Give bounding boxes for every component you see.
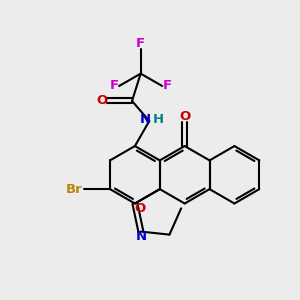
Text: F: F	[163, 80, 172, 92]
Text: O: O	[134, 202, 146, 215]
Text: Br: Br	[66, 183, 82, 196]
Text: N: N	[135, 230, 146, 243]
Text: O: O	[97, 94, 108, 107]
Text: F: F	[136, 37, 145, 50]
Text: N: N	[140, 112, 151, 126]
Text: O: O	[179, 110, 190, 123]
Text: F: F	[110, 80, 119, 92]
Text: H: H	[153, 112, 164, 126]
